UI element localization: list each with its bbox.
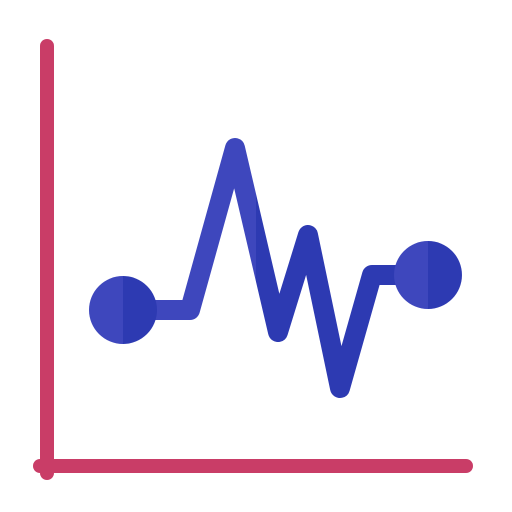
chart-line [123, 148, 422, 388]
line-chart-icon [0, 0, 512, 512]
